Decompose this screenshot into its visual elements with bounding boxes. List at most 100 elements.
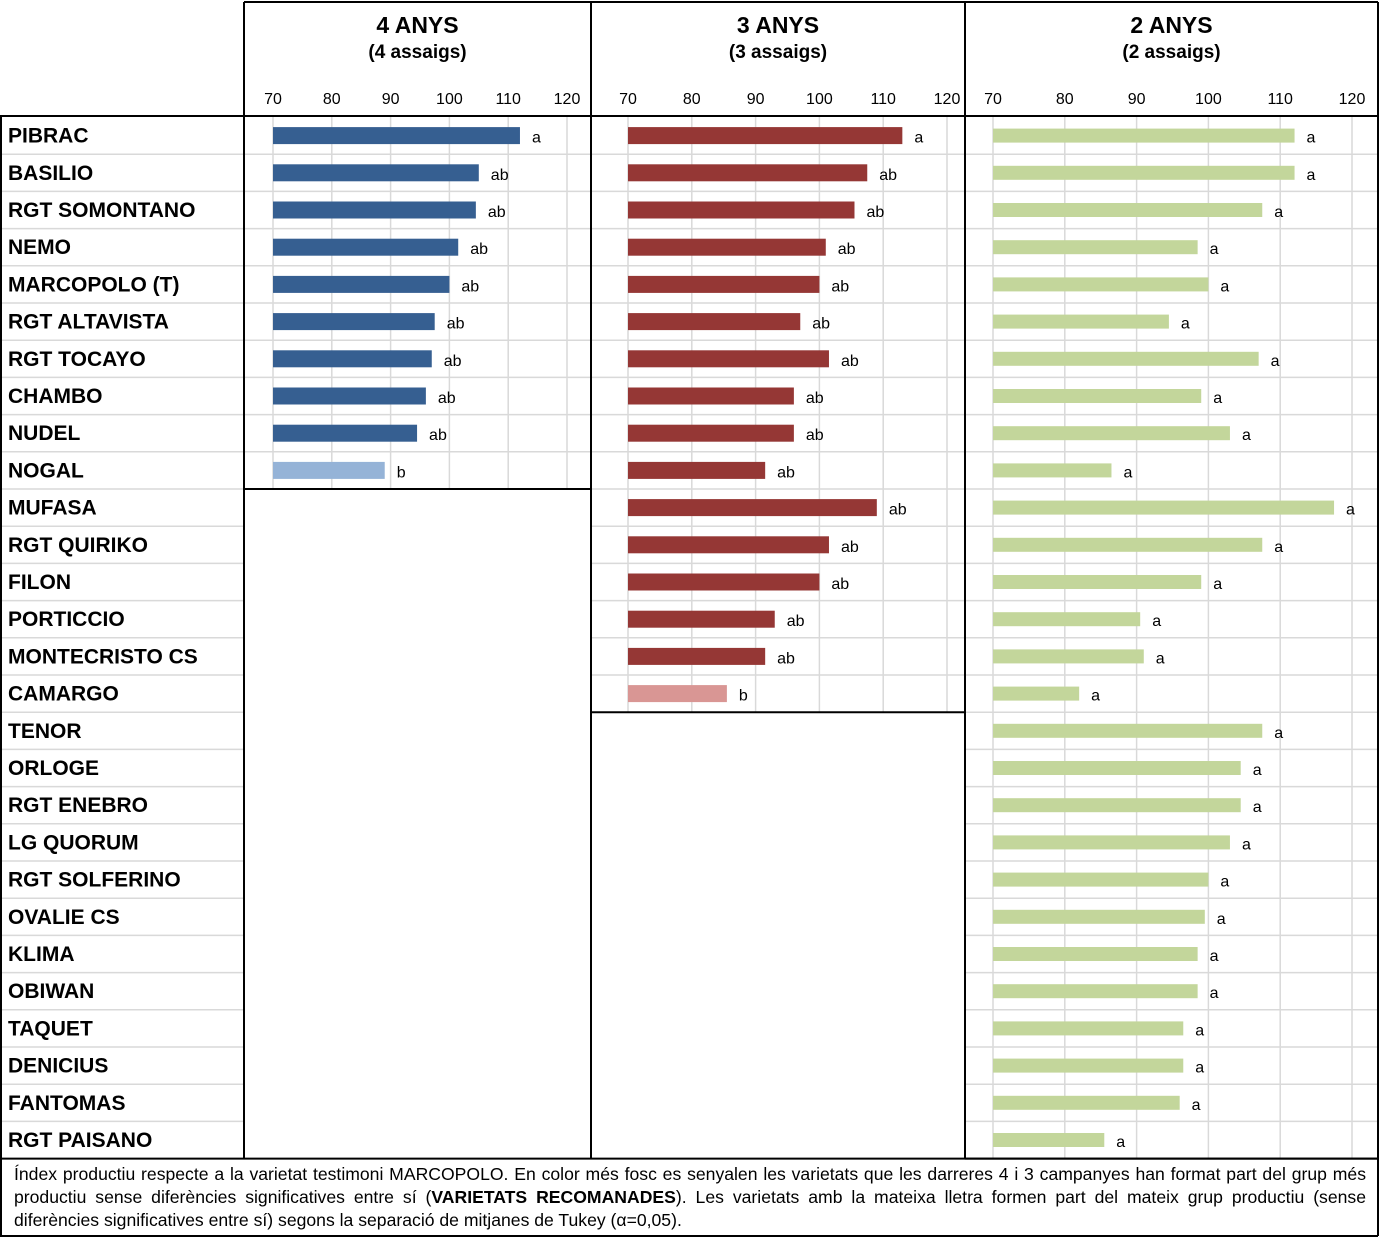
- panel-1-tick-label: 70: [264, 91, 282, 108]
- panel-3-label-lg-quorum: a: [1242, 836, 1251, 853]
- panel-3-label-mufasa: a: [1346, 502, 1355, 519]
- panel-2-label-camargo: b: [739, 688, 748, 705]
- panel-3-bar-basilio: [993, 165, 1295, 180]
- panel-3-bar-nemo: [993, 240, 1198, 255]
- panel-1-subtitle: (4 assaigs): [368, 42, 466, 63]
- panel-2-tick-label: 70: [619, 91, 637, 108]
- panel-2-bar-mufasa: [628, 499, 877, 517]
- panel-1-title: 4 ANYS: [376, 12, 458, 38]
- panel-2-tick-label: 110: [870, 91, 896, 108]
- panel-3-bar-porticcio: [993, 612, 1141, 627]
- panel-3-bar-chambo: [993, 389, 1202, 403]
- panel-3-label-marcopolo-t: a: [1220, 278, 1229, 295]
- category-label-rgt-paisano: RGT PAISANO: [8, 1129, 152, 1152]
- panel-3-label-orloge: a: [1253, 762, 1262, 779]
- panel-3-label-rgt-solferino: a: [1220, 874, 1229, 891]
- category-label-rgt-tocayo: RGT TOCAYO: [8, 348, 146, 371]
- panel-3-label-rgt-enebro: a: [1253, 799, 1262, 816]
- panel-3-tick-label: 70: [984, 91, 1002, 108]
- category-label-camargo: CAMARGO: [8, 683, 119, 706]
- panel-3-label-nogal: a: [1123, 464, 1132, 481]
- panel-1-bar-pibrac: [273, 127, 520, 145]
- panel-3-tick-label: 100: [1195, 91, 1222, 108]
- panel-1-bar-nogal: [273, 461, 385, 479]
- category-label-tenor: TENOR: [8, 720, 82, 743]
- panel-2-label-mufasa: ab: [889, 502, 907, 519]
- panel-2-label-nemo: ab: [838, 241, 856, 258]
- panel-3-bar-marcopolo-t: [993, 277, 1209, 292]
- panel-2-bar-nemo: [628, 238, 826, 256]
- panel-2-bar-rgt-quiriko: [628, 536, 829, 554]
- panel-3-label-denicius: a: [1195, 1060, 1204, 1077]
- panel-1-bar-rgt-tocayo: [273, 350, 432, 368]
- panel-3-bar-rgt-solferino: [993, 872, 1209, 887]
- panel-2-bar-nogal: [628, 461, 766, 479]
- panel-3-label-rgt-altavista: a: [1181, 316, 1190, 333]
- panel-2-label-chambo: ab: [806, 390, 824, 407]
- footnote-text-end: ). Les varietats amb la mateixa lletra f…: [14, 1187, 1366, 1230]
- panel-1-label-rgt-tocayo: ab: [444, 353, 462, 370]
- panel-1-label-nemo: ab: [470, 241, 488, 258]
- panel-1-bar-chambo: [273, 387, 426, 405]
- panel-3-bar-taquet: [993, 1021, 1184, 1036]
- panel-3-label-camargo: a: [1091, 688, 1100, 705]
- category-label-porticcio: PORTICCIO: [8, 608, 125, 631]
- panel-3-label-rgt-paisano: a: [1116, 1134, 1125, 1151]
- panel-3-tick-label: 90: [1128, 91, 1146, 108]
- panel-3-bar-camargo: [993, 686, 1080, 701]
- category-label-rgt-quiriko: RGT QUIRIKO: [8, 534, 148, 557]
- panel-3-bar-nudel: [993, 426, 1230, 441]
- panel-3-bar-orloge: [993, 761, 1241, 775]
- panel-3-tick-label: 80: [1056, 91, 1074, 108]
- panel-3-bar-fantomas: [993, 1095, 1180, 1110]
- category-label-nogal: NOGAL: [8, 459, 84, 482]
- category-label-nemo: NEMO: [8, 236, 71, 259]
- panel-1-bar-rgt-altavista: [273, 313, 435, 331]
- panel-1-label-marcopolo-t: ab: [461, 278, 479, 295]
- panel-3-tick-label: 110: [1267, 91, 1293, 108]
- category-label-obiwan: OBIWAN: [8, 980, 94, 1003]
- panel-2-label-nogal: ab: [777, 464, 795, 481]
- panel-3-label-tenor: a: [1274, 725, 1283, 742]
- panel-1-tick-label: 90: [382, 91, 400, 108]
- panel-1-label-chambo: ab: [438, 390, 456, 407]
- panel-3-bar-klima: [993, 947, 1198, 961]
- panel-3-label-rgt-tocayo: a: [1271, 353, 1280, 370]
- panel-3-tick-label: 120: [1339, 91, 1366, 108]
- category-label-pibrac: PIBRAC: [8, 125, 89, 148]
- panel-3-bar-nogal: [993, 463, 1112, 478]
- panel-2-bar-nudel: [628, 424, 794, 442]
- panel-2-tick-label: 80: [683, 91, 701, 108]
- panel-2-bar-pibrac: [628, 127, 903, 145]
- panel-3-label-obiwan: a: [1210, 985, 1219, 1002]
- panel-1-tick-label: 100: [436, 91, 463, 108]
- panel-2-bar-basilio: [628, 164, 868, 182]
- panel-2-bar-rgt-tocayo: [628, 350, 829, 368]
- panel-2-bar-chambo: [628, 387, 794, 405]
- panel-1-label-pibrac: a: [532, 130, 541, 147]
- panel-3-bar-rgt-altavista: [993, 314, 1169, 329]
- panel-1-bar-rgt-somontano: [273, 201, 476, 219]
- panel-3-bar-rgt-somontano: [993, 203, 1263, 217]
- category-label-ovalie-cs: OVALIE CS: [8, 906, 120, 929]
- footnote: Índex productiu respecte a la varietat t…: [14, 1163, 1366, 1232]
- panel-2-bar-rgt-somontano: [628, 201, 855, 219]
- panel-1-bar-nudel: [273, 424, 418, 442]
- panel-2-tick-label: 100: [806, 91, 833, 108]
- panel-2-label-rgt-somontano: ab: [866, 204, 884, 221]
- category-label-rgt-altavista: RGT ALTAVISTA: [8, 311, 169, 334]
- panel-2-label-nudel: ab: [806, 427, 824, 444]
- panel-3-label-rgt-somontano: a: [1274, 204, 1283, 221]
- panel-3-subtitle: (2 assaigs): [1122, 42, 1220, 63]
- category-label-rgt-enebro: RGT ENEBRO: [8, 794, 148, 817]
- panel-3-label-nudel: a: [1242, 427, 1251, 444]
- category-label-denicius: DENICIUS: [8, 1055, 108, 1078]
- panel-3-bar-mufasa: [993, 500, 1335, 515]
- panel-1-tick-label: 120: [554, 91, 581, 108]
- panel-2-label-rgt-quiriko: ab: [841, 539, 859, 556]
- category-label-montecristo-cs: MONTECRISTO CS: [8, 645, 198, 668]
- panel-2-label-basilio: ab: [879, 167, 897, 184]
- category-label-klima: KLIMA: [8, 943, 75, 966]
- panel-3-bar-rgt-quiriko: [993, 537, 1263, 552]
